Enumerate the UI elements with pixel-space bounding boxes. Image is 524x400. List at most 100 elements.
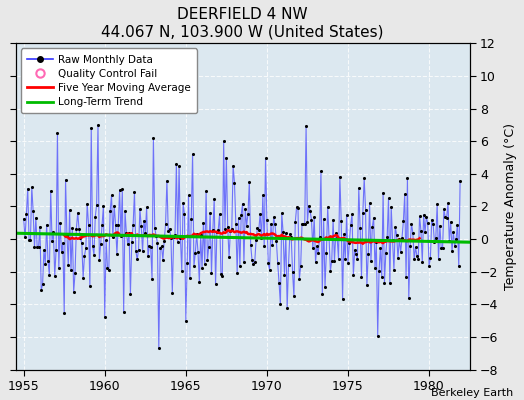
- Point: [183, 260, 191, 266]
- Point: [368, 224, 376, 230]
- Point: [95, 256, 104, 263]
- Point: [353, 256, 362, 262]
- Point: [28, 184, 36, 190]
- Point: [452, 236, 460, 242]
- Point: [41, 260, 49, 267]
- Point: [355, 185, 363, 191]
- Point: [44, 257, 52, 264]
- Point: [349, 272, 357, 278]
- Point: [441, 214, 450, 221]
- Point: [201, 261, 209, 267]
- Point: [101, 314, 109, 321]
- Point: [206, 210, 214, 216]
- Point: [266, 266, 274, 273]
- Point: [414, 255, 422, 262]
- Point: [294, 205, 302, 211]
- Point: [53, 130, 62, 136]
- Point: [390, 266, 398, 273]
- Point: [230, 180, 238, 186]
- Point: [301, 221, 309, 227]
- Point: [261, 155, 270, 162]
- Point: [29, 208, 37, 214]
- Point: [198, 265, 206, 271]
- Point: [21, 234, 29, 241]
- Point: [397, 249, 405, 255]
- Point: [61, 177, 70, 183]
- Point: [184, 192, 193, 199]
- Legend: Raw Monthly Data, Quality Control Fail, Five Year Moving Average, Long-Term Tren: Raw Monthly Data, Quality Control Fail, …: [21, 48, 197, 114]
- Point: [222, 154, 231, 161]
- Point: [360, 175, 368, 181]
- Point: [346, 222, 355, 228]
- Point: [138, 248, 147, 254]
- Point: [271, 221, 279, 228]
- Text: Berkeley Earth: Berkeley Earth: [431, 388, 514, 398]
- Point: [117, 233, 125, 240]
- Point: [407, 220, 416, 227]
- Point: [379, 189, 387, 196]
- Point: [168, 290, 177, 296]
- Point: [121, 208, 129, 214]
- Point: [84, 221, 93, 228]
- Point: [133, 256, 141, 262]
- Point: [428, 216, 436, 223]
- Point: [372, 239, 380, 245]
- Point: [54, 265, 63, 271]
- Point: [342, 212, 351, 218]
- Point: [246, 242, 255, 248]
- Point: [63, 232, 71, 238]
- Title: DEERFIELD 4 NW
44.067 N, 103.900 W (United States): DEERFIELD 4 NW 44.067 N, 103.900 W (Unit…: [101, 7, 384, 39]
- Point: [268, 242, 277, 248]
- Point: [71, 270, 79, 277]
- Point: [255, 227, 263, 233]
- Point: [394, 255, 402, 262]
- Point: [76, 235, 84, 241]
- Point: [179, 200, 187, 206]
- Point: [144, 253, 152, 260]
- Point: [453, 221, 462, 228]
- Point: [395, 236, 403, 242]
- Point: [376, 245, 385, 251]
- Point: [115, 187, 124, 193]
- Point: [345, 240, 354, 246]
- Point: [298, 220, 306, 227]
- Point: [130, 189, 139, 195]
- Point: [417, 228, 425, 234]
- Point: [66, 207, 74, 213]
- Point: [236, 263, 244, 270]
- Point: [220, 138, 228, 144]
- Point: [234, 215, 243, 222]
- Point: [328, 257, 336, 264]
- Point: [150, 225, 159, 232]
- Point: [413, 252, 421, 259]
- Point: [92, 201, 101, 208]
- Point: [430, 239, 439, 245]
- Point: [78, 240, 86, 246]
- Point: [340, 231, 348, 238]
- Point: [306, 208, 314, 214]
- Point: [36, 224, 44, 230]
- Point: [279, 229, 287, 236]
- Point: [191, 250, 200, 257]
- Point: [195, 279, 203, 286]
- Point: [75, 226, 83, 233]
- Point: [38, 281, 47, 288]
- Point: [269, 214, 278, 220]
- Point: [433, 201, 441, 207]
- Point: [283, 304, 291, 311]
- Point: [391, 224, 399, 230]
- Point: [245, 179, 254, 185]
- Point: [455, 263, 463, 269]
- Point: [225, 254, 233, 261]
- Point: [187, 216, 195, 223]
- Point: [250, 259, 259, 265]
- Point: [238, 200, 247, 207]
- Point: [56, 220, 64, 226]
- Point: [134, 247, 143, 254]
- Point: [94, 122, 102, 128]
- Point: [47, 188, 55, 194]
- Point: [451, 242, 459, 249]
- Point: [161, 221, 170, 228]
- Point: [57, 248, 66, 255]
- Point: [49, 229, 58, 235]
